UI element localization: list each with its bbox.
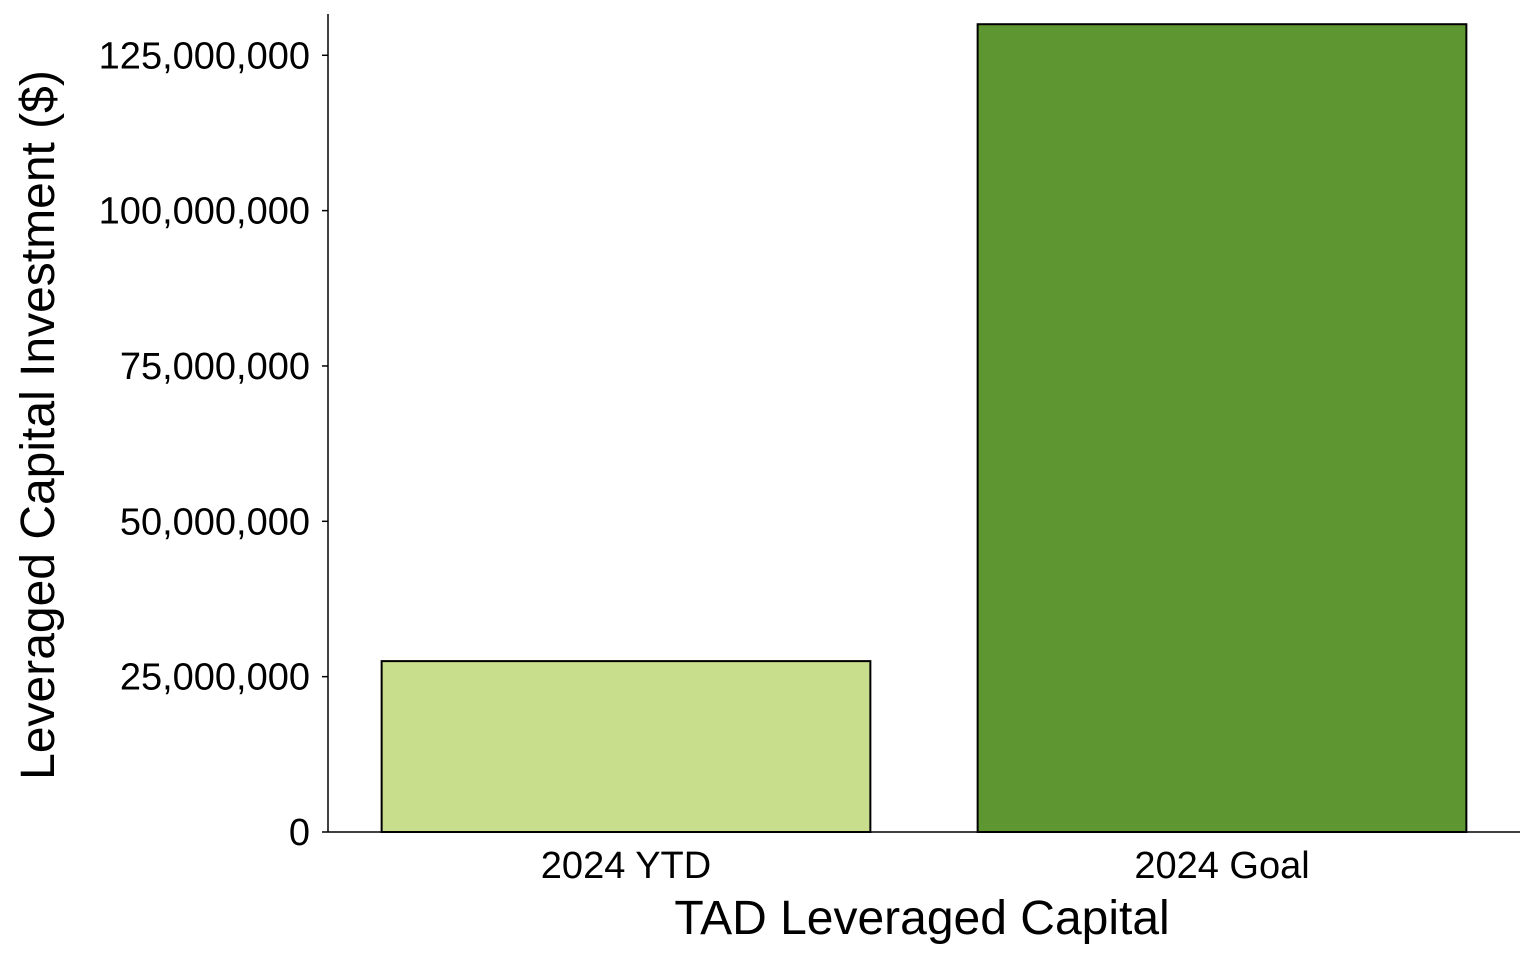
y-tick-label: 0 <box>289 812 310 854</box>
y-tick-label: 50,000,000 <box>120 501 310 543</box>
plot-area: 2024 YTD 2024 Goal 0 25,000,000 50,000,000 75… <box>99 14 1520 887</box>
bar-1 <box>380 660 872 833</box>
y-axis-title: Leveraged Capital Investment ($) <box>12 70 65 780</box>
x-tick-label: 2024 Goal <box>1134 845 1309 887</box>
y-tick-label: 100,000,000 <box>99 191 310 233</box>
y-tick-label: 25,000,000 <box>120 657 310 699</box>
bar-2 <box>976 23 1468 833</box>
x-axis-title: TAD Leveraged Capital <box>674 892 1169 945</box>
y-tick-label: 75,000,000 <box>120 346 310 388</box>
x-tick-label: 2024 YTD <box>541 845 711 887</box>
y-tick-label: 125,000,000 <box>99 35 310 77</box>
